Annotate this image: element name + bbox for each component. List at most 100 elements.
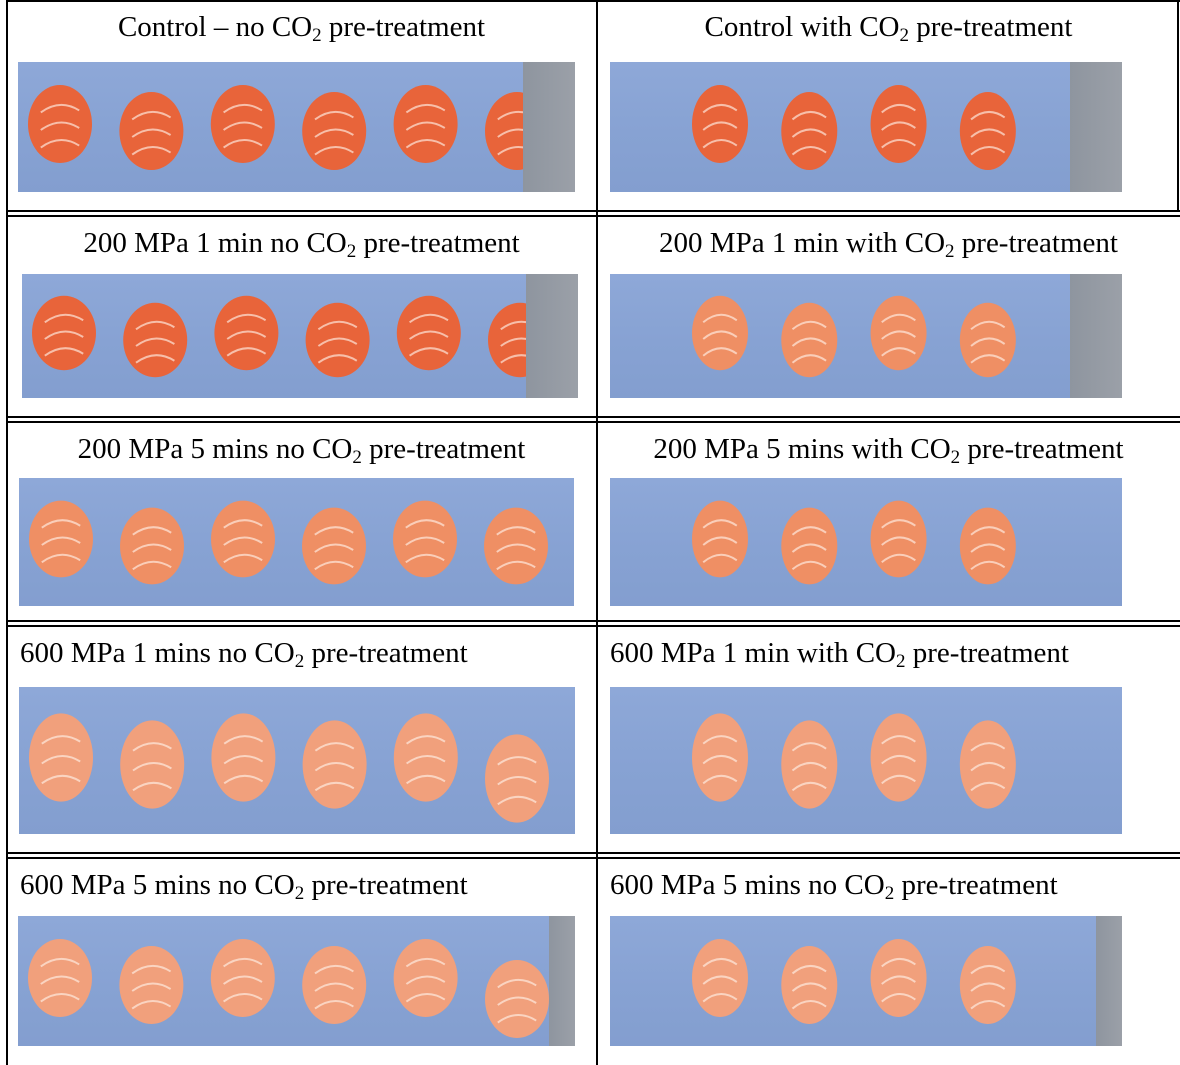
fat-line bbox=[41, 755, 81, 765]
fat-line bbox=[223, 103, 263, 114]
sample-photo bbox=[610, 916, 1122, 1046]
salmon-piece-body bbox=[959, 92, 1016, 170]
row-divider bbox=[6, 416, 1180, 418]
salmon-piece bbox=[29, 713, 93, 802]
cell-caption: Control – no CO2 pre-treatment bbox=[117, 11, 486, 46]
fat-line bbox=[496, 526, 536, 536]
tray-edge bbox=[526, 274, 578, 398]
fat-line bbox=[702, 993, 738, 1003]
salmon-piece bbox=[781, 302, 838, 378]
fat-line bbox=[791, 964, 827, 975]
fat-line bbox=[44, 313, 84, 324]
salmon-piece bbox=[870, 295, 927, 371]
salmon-piece-body bbox=[870, 939, 927, 1017]
fat-line bbox=[702, 957, 738, 968]
fat-line bbox=[405, 993, 446, 1003]
salmon-piece-body bbox=[29, 500, 93, 578]
fat-line bbox=[405, 121, 446, 131]
fat-line bbox=[406, 735, 446, 745]
salmon-piece bbox=[870, 939, 927, 1017]
tray-edge bbox=[1096, 916, 1122, 1046]
cell-caption: 200 MPa 1 min with CO2 pre-treatment bbox=[659, 227, 1118, 262]
fat-line bbox=[226, 313, 267, 324]
salmon-piece bbox=[959, 507, 1016, 585]
sample-photo bbox=[18, 62, 575, 192]
salmon-piece bbox=[302, 720, 367, 809]
salmon-piece bbox=[302, 946, 367, 1024]
fat-line bbox=[881, 553, 916, 564]
table-cell: 600 MPa 5 mins no CO2 pre-treatment bbox=[597, 858, 1180, 1065]
salmon-piece-body bbox=[393, 500, 457, 578]
salmon-piece bbox=[120, 507, 184, 585]
fat-line bbox=[405, 536, 445, 546]
fat-line bbox=[970, 1000, 1006, 1010]
fat-line bbox=[406, 755, 446, 765]
fat-line bbox=[791, 110, 827, 121]
salmon-piece-body bbox=[396, 295, 461, 371]
fat-line bbox=[314, 543, 354, 553]
cell-caption: Control with CO2 pre-treatment bbox=[704, 11, 1073, 46]
salmon-piece-body bbox=[692, 713, 748, 802]
fat-line bbox=[131, 982, 172, 992]
fat-line bbox=[41, 774, 81, 785]
salmon-piece-body bbox=[692, 85, 748, 163]
salmon-piece-body bbox=[302, 92, 367, 170]
fat-line bbox=[497, 795, 537, 806]
fat-line bbox=[881, 139, 916, 149]
fat-line bbox=[135, 354, 175, 364]
salmon-piece-body bbox=[870, 295, 927, 371]
fat-line bbox=[317, 320, 358, 331]
fat-line bbox=[970, 560, 1006, 571]
cell-caption: 600 MPa 5 mins no CO2 pre-treatment bbox=[610, 869, 1058, 904]
salmon-piece-body bbox=[959, 507, 1016, 585]
salmon-piece-body bbox=[959, 302, 1016, 378]
salmon-piece bbox=[781, 507, 838, 585]
fat-line bbox=[131, 146, 172, 156]
salmon-piece bbox=[485, 960, 549, 1038]
fat-line bbox=[223, 755, 264, 765]
fat-line bbox=[44, 330, 84, 340]
fat-line bbox=[702, 755, 738, 765]
salmon-piece bbox=[692, 939, 748, 1017]
salmon-piece bbox=[692, 295, 748, 371]
salmon-piece bbox=[211, 500, 275, 578]
table-border-right bbox=[1177, 0, 1179, 212]
salmon-piece bbox=[393, 713, 458, 802]
fat-line bbox=[40, 957, 80, 968]
fat-line bbox=[702, 975, 738, 985]
row-divider bbox=[6, 857, 1180, 859]
salmon-piece bbox=[305, 302, 370, 378]
table-cell: 600 MPa 1 min with CO2 pre-treatment bbox=[597, 626, 1180, 852]
salmon-piece-body bbox=[119, 946, 184, 1024]
fat-line bbox=[970, 982, 1006, 992]
salmon-piece bbox=[302, 507, 366, 585]
salmon-piece-body bbox=[485, 960, 549, 1038]
salmon-piece bbox=[28, 939, 92, 1017]
fat-line bbox=[496, 543, 536, 553]
fat-line bbox=[40, 975, 80, 985]
fat-line bbox=[702, 553, 738, 564]
salmon-piece bbox=[302, 92, 367, 170]
cell-caption: 600 MPa 5 mins no CO2 pre-treatment bbox=[20, 869, 468, 904]
fat-line bbox=[970, 781, 1006, 792]
fat-line bbox=[409, 330, 449, 340]
salmon-piece-body bbox=[32, 295, 96, 371]
fat-line bbox=[702, 519, 738, 529]
salmon-piece bbox=[692, 713, 748, 802]
salmon-piece-body bbox=[393, 939, 458, 1017]
salmon-pieces bbox=[32, 295, 552, 378]
table-cell: 200 MPa 1 min no CO2 pre-treatment bbox=[6, 216, 597, 416]
fat-line bbox=[226, 330, 267, 340]
fat-line bbox=[791, 526, 827, 536]
fat-line bbox=[223, 519, 263, 529]
fat-line bbox=[314, 762, 355, 772]
salmon-piece-body bbox=[692, 295, 748, 371]
fat-line bbox=[497, 1014, 537, 1024]
sample-photo bbox=[610, 62, 1122, 192]
sample-photo bbox=[18, 916, 575, 1046]
salmon-piece-body bbox=[210, 939, 275, 1017]
fat-line bbox=[135, 337, 175, 347]
salmon-piece bbox=[959, 720, 1016, 809]
fat-line bbox=[131, 128, 172, 138]
salmon-piece-body bbox=[959, 720, 1016, 809]
